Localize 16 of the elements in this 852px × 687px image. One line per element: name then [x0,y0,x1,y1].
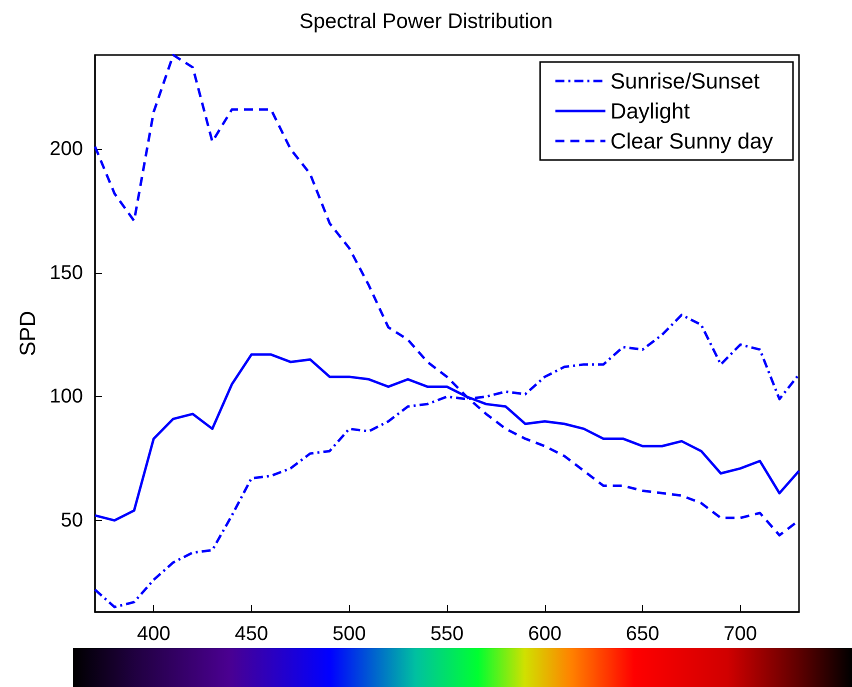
y-axis-title: SPD [15,310,40,356]
chart-title: Spectral Power Distribution [299,10,553,33]
x-tick-label: 400 [136,623,170,645]
y-tick-label: 100 [50,386,83,408]
y-tick-label: 200 [50,138,83,160]
x-tick-label: 650 [626,623,660,645]
legend-label: Sunrise/Sunset [610,68,760,94]
x-tick-label: 600 [528,623,562,645]
x-tick-label: 500 [332,623,366,645]
x-tick-label: 450 [234,623,268,645]
legend-label: Clear Sunny day [610,128,774,154]
legend-label: Daylight [610,98,690,124]
x-tick-label: 700 [724,623,758,645]
y-tick-label: 50 [60,509,83,532]
x-tick-label: 550 [430,623,464,645]
y-tick-label: 150 [50,262,83,284]
